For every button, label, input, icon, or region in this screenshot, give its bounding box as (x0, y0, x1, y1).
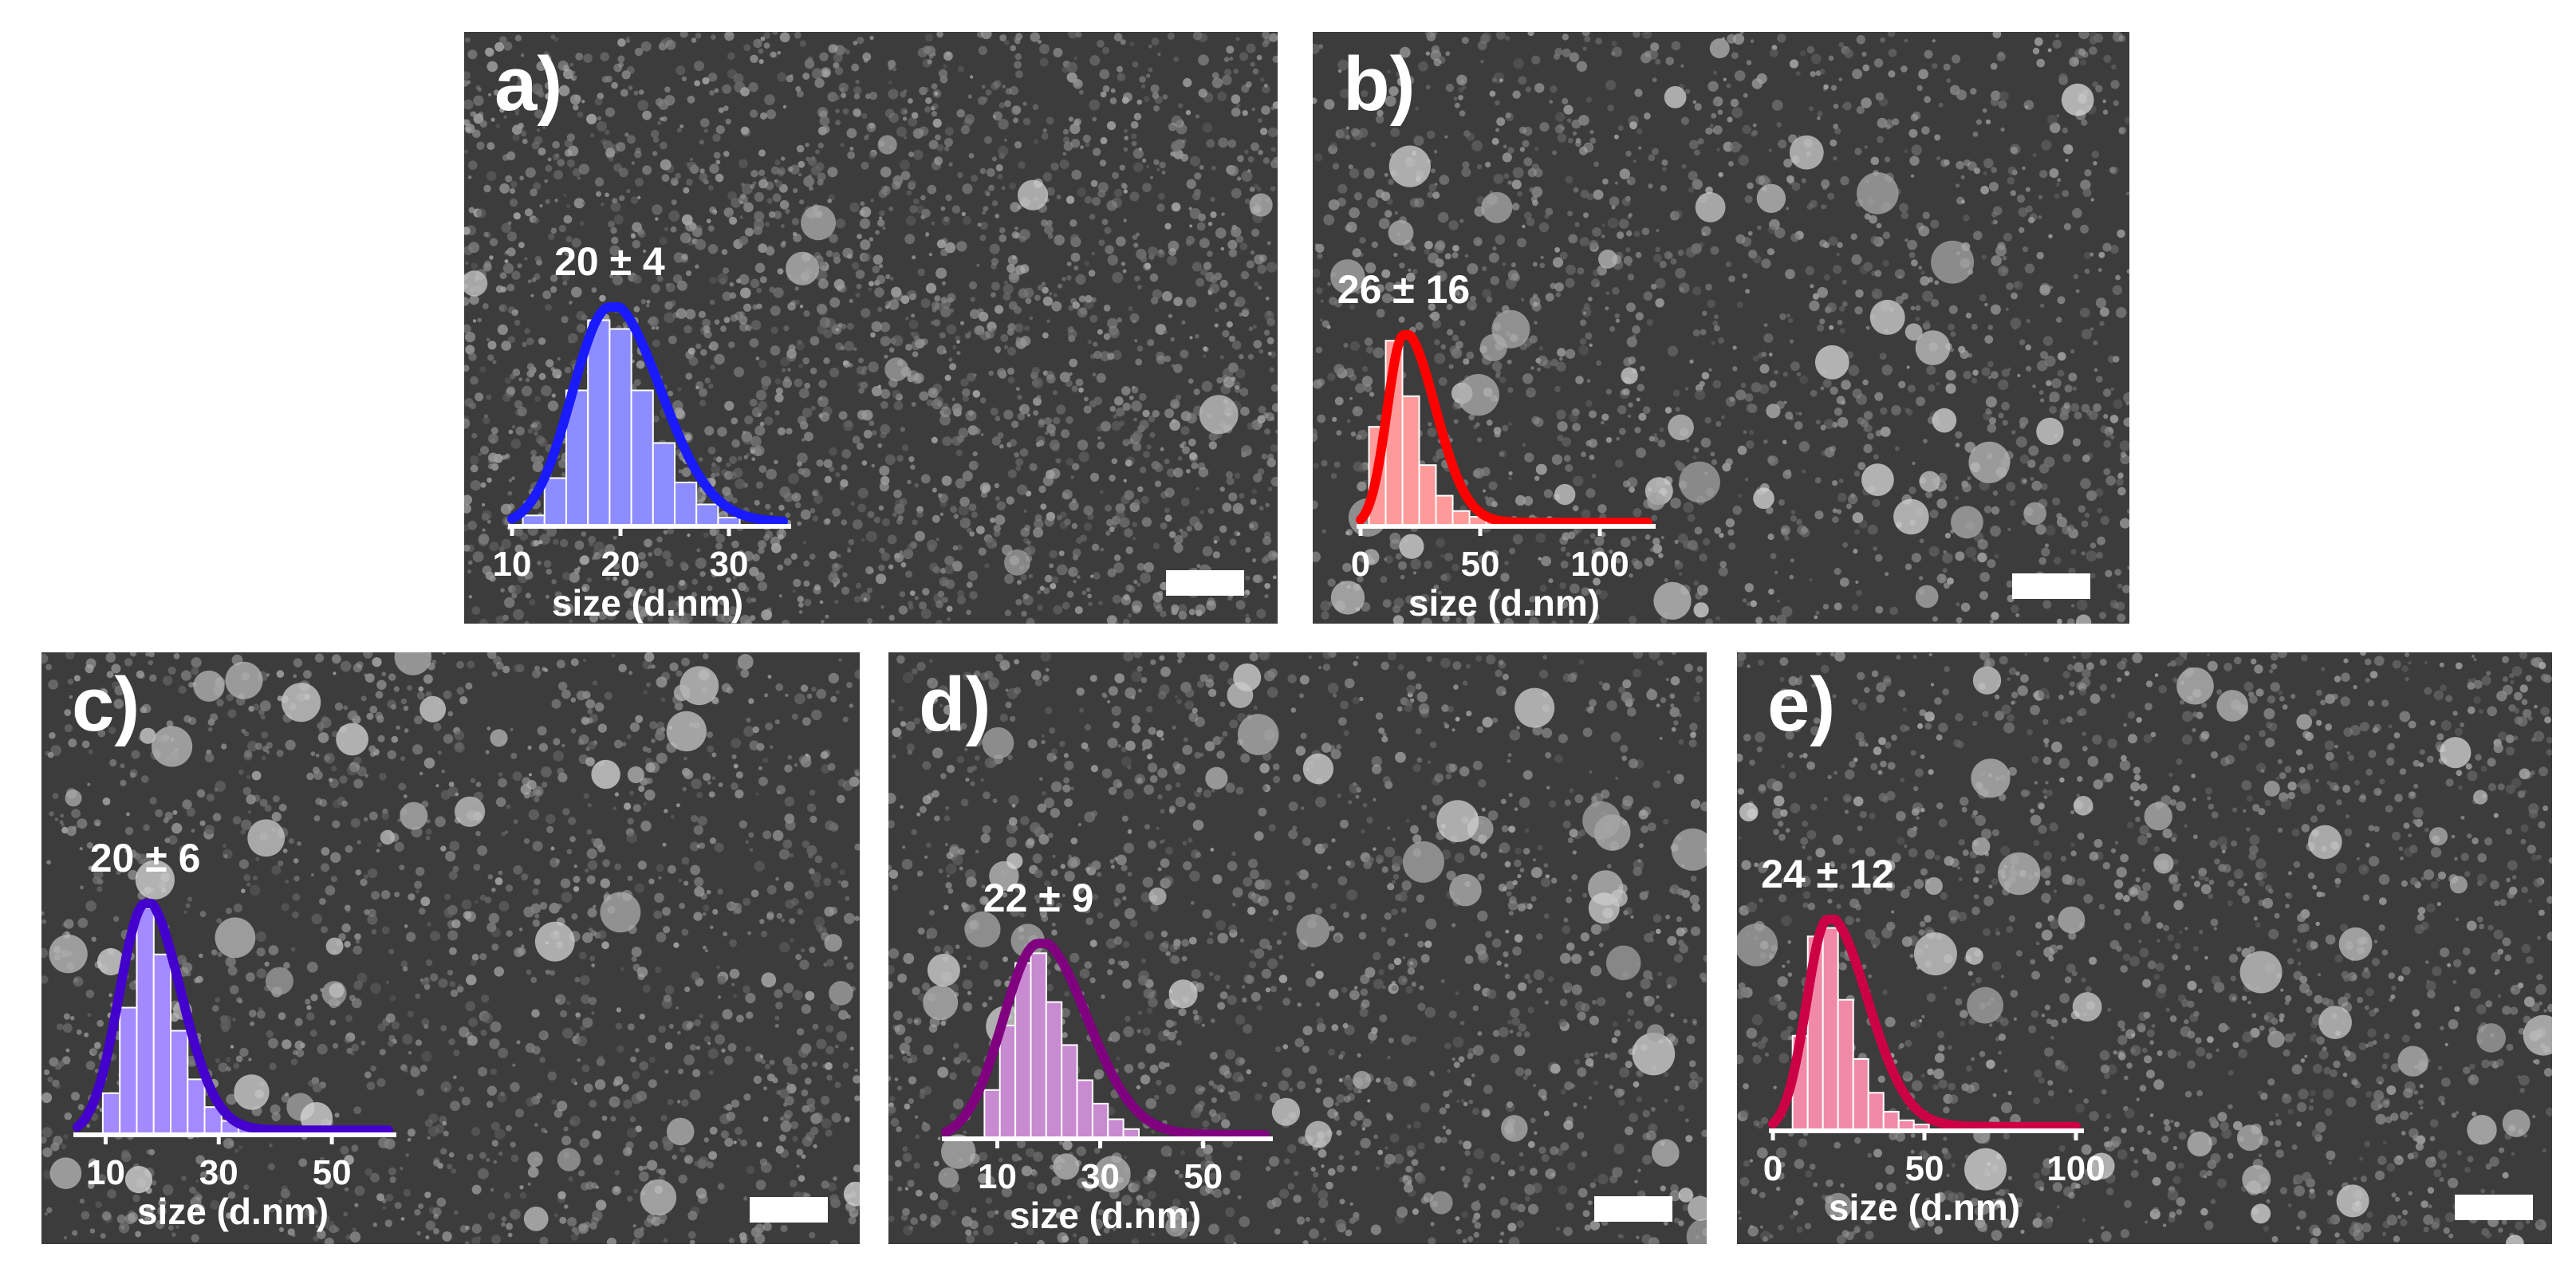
histogram-bar (674, 482, 698, 527)
scale-bar (1594, 1196, 1672, 1222)
fit-curve (1768, 915, 2081, 1132)
x-tick-label: 30 (1081, 1157, 1120, 1196)
x-axis-label: size (d.nm) (1829, 1187, 2020, 1228)
x-tick-label: 30 (710, 545, 749, 584)
sem-texture (1737, 652, 2552, 1244)
x-tick-label: 20 (601, 545, 640, 584)
panel-label: e) (1767, 662, 1836, 747)
x-axis-label: size (d.nm) (1408, 582, 1600, 624)
x-tick-label: 50 (1184, 1157, 1223, 1196)
histogram-bar (1076, 1079, 1093, 1140)
histogram-bar (983, 1089, 1001, 1140)
x-tick-label: 30 (199, 1153, 238, 1192)
sem-panel-e: e) 0 50 100 size (d.nm) 24 ± 12 (1737, 652, 2552, 1244)
scale-bar (2455, 1195, 2533, 1220)
panel-label: a) (494, 41, 563, 127)
size-stat-label: 20 ± 4 (554, 239, 665, 284)
histogram-bar (695, 503, 719, 527)
histogram-bar (101, 1092, 121, 1136)
histogram-bar (1091, 1102, 1109, 1140)
fit-curve (73, 899, 393, 1136)
histogram-bar (119, 1006, 138, 1136)
x-tick-label: 0 (1763, 1149, 1782, 1188)
x-tick-label: 50 (1905, 1149, 1944, 1188)
x-tick-label: 100 (1570, 545, 1629, 584)
sem-texture (41, 652, 860, 1244)
panel-label: c) (72, 662, 140, 747)
x-axis-label: size (d.nm) (552, 582, 743, 624)
histogram-bar (1822, 927, 1839, 1132)
histogram-bar (1837, 998, 1854, 1132)
histogram-bar (1435, 494, 1454, 527)
histogram-bar (1867, 1092, 1885, 1132)
x-tick-label: 100 (2046, 1149, 2105, 1188)
fit-curve (507, 302, 788, 526)
size-histogram: 0 50 100 size (d.nm) 24 ± 12 (1761, 852, 2105, 1228)
size-stat-label: 22 ± 9 (983, 876, 1094, 920)
fit-curve (1356, 330, 1652, 528)
x-axis-label: size (d.nm) (137, 1191, 329, 1232)
scale-bar (1166, 570, 1244, 596)
panel-label: d) (919, 662, 991, 747)
sem-panel-c: c) 10 30 50 size (d.nm) 20 ± 6 (41, 652, 860, 1244)
histogram-bar (1014, 962, 1032, 1140)
histogram-bar (543, 477, 568, 527)
histogram-bar (1401, 395, 1420, 527)
histogram-bar (609, 328, 632, 527)
size-stat-label: 20 ± 6 (90, 836, 201, 880)
sem-panel-b: b) 0 50 100 size (d.nm) 26 ± 16 (1313, 32, 2129, 624)
histogram-bar (1418, 464, 1437, 528)
histogram-bar (1061, 1044, 1078, 1140)
histogram-bar (630, 389, 654, 527)
panel-label: b) (1343, 41, 1416, 127)
histogram-bar (998, 1024, 1017, 1140)
histogram-bar (1107, 1118, 1125, 1140)
x-tick-label: 0 (1351, 545, 1370, 584)
x-tick-label: 10 (978, 1157, 1017, 1196)
histogram-bar (152, 953, 171, 1136)
histogram-bar (170, 1030, 189, 1136)
x-axis-label: size (d.nm) (1010, 1195, 1201, 1236)
fit-curve (941, 939, 1270, 1140)
x-tick-label: 50 (1461, 545, 1500, 584)
x-tick-label: 10 (86, 1153, 125, 1192)
histogram-bar (1852, 1057, 1869, 1132)
sem-panel-a: a) 10 20 30 size (d.nm) 20 ± 4 (464, 32, 1278, 624)
histogram-bar (187, 1078, 206, 1136)
histogram-bar (587, 319, 611, 527)
histogram-bar (1882, 1111, 1900, 1132)
histogram-bar (1030, 952, 1047, 1140)
histogram-bar (652, 442, 676, 527)
scale-bar (750, 1197, 828, 1223)
size-stat-label: 24 ± 12 (1761, 852, 1893, 896)
sem-panel-d: d) 10 30 50 size (d.nm) 22 ± 9 (888, 652, 1707, 1244)
scale-bar (2012, 573, 2090, 599)
size-stat-label: 26 ± 16 (1337, 267, 1470, 312)
x-tick-label: 10 (493, 545, 532, 584)
x-tick-label: 50 (313, 1153, 352, 1192)
histogram-bar (1045, 1001, 1063, 1140)
histogram-bar (136, 907, 155, 1136)
